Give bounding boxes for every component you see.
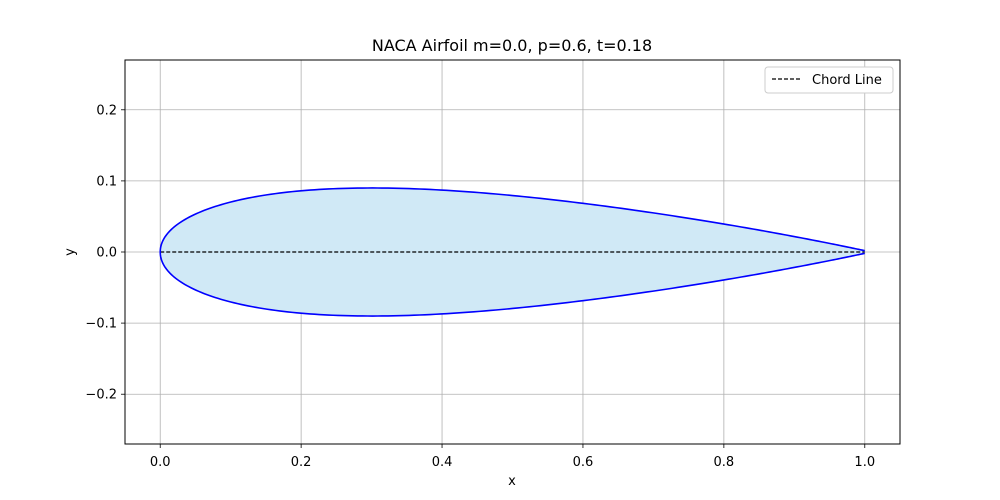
- chart-title: NACA Airfoil m=0.0, p=0.6, t=0.18: [372, 36, 652, 55]
- y-tick-label: 0.1: [96, 174, 117, 189]
- x-tick-label: 0.6: [573, 455, 594, 470]
- airfoil-fill: [160, 187, 865, 317]
- legend-chord-line-label: Chord Line: [812, 73, 882, 88]
- y-tick-label: −0.2: [85, 388, 117, 403]
- y-axis-label: y: [63, 248, 78, 256]
- x-tick-label: 1.0: [854, 455, 875, 470]
- x-axis-label: x: [508, 474, 516, 489]
- x-tick-label: 0.0: [150, 455, 171, 470]
- x-tick-label: 0.8: [714, 455, 735, 470]
- y-axis-ticks: −0.2 −0.1 0.0 0.1 0.2: [85, 103, 125, 403]
- y-tick-label: 0.2: [96, 103, 117, 118]
- x-axis-ticks: 0.0 0.2 0.4 0.6 0.8 1.0: [150, 444, 875, 470]
- legend-box: [764, 66, 894, 94]
- y-tick-label: 0.0: [96, 246, 117, 261]
- airfoil-outline: [159, 187, 865, 317]
- x-tick-label: 0.2: [291, 455, 312, 470]
- x-tick-label: 0.4: [432, 455, 453, 470]
- legend: Chord Line: [764, 66, 894, 94]
- y-tick-label: −0.1: [85, 317, 117, 332]
